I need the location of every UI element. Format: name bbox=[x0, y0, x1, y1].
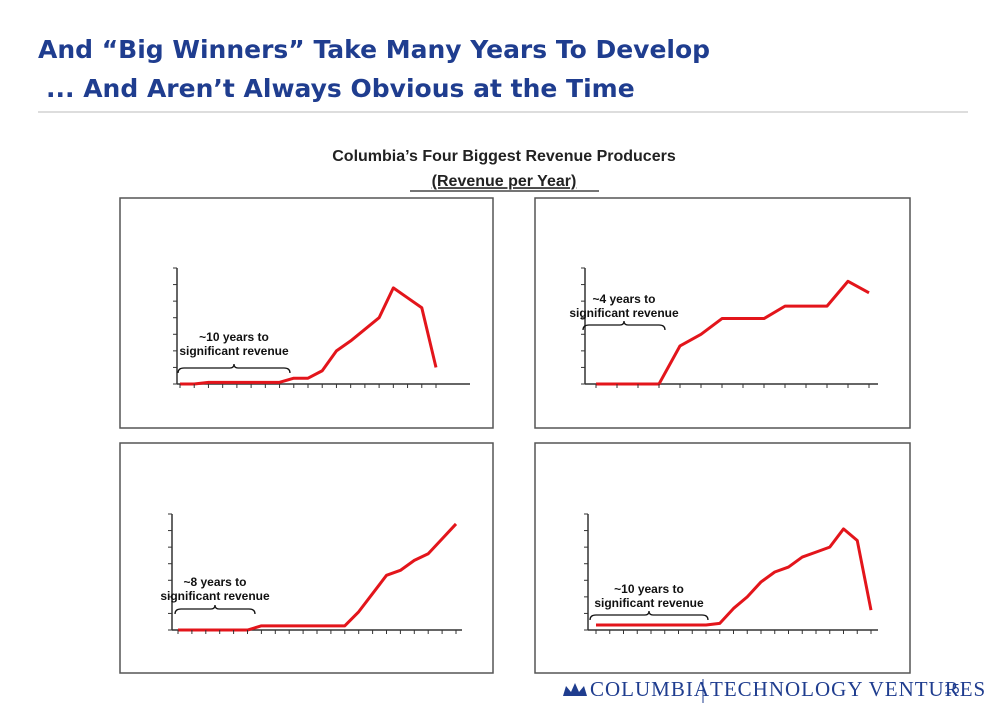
title-line: ... And Aren’t Always Obvious at the Tim… bbox=[46, 74, 635, 103]
annotation: significant revenue bbox=[569, 306, 679, 320]
revenue-line bbox=[180, 286, 438, 386]
crown-icon bbox=[563, 683, 587, 696]
chart-frame bbox=[534, 197, 911, 429]
subtitle: (Revenue per Year) bbox=[432, 173, 577, 190]
logo: Columbia Technology Ventures bbox=[563, 677, 986, 703]
revenue-line bbox=[596, 279, 870, 386]
brace bbox=[589, 610, 709, 621]
annotation: ~8 years to bbox=[183, 575, 246, 589]
title-line: And “Big Winners” Take Many Years To Dev… bbox=[38, 35, 710, 64]
brace bbox=[177, 363, 291, 374]
brand: Columbia bbox=[590, 677, 710, 701]
brace bbox=[582, 320, 666, 331]
revenue-line bbox=[178, 522, 458, 632]
chart-frame bbox=[119, 442, 494, 674]
annotation: ~4 years to bbox=[592, 292, 655, 306]
subtitle: Columbia’s Four Biggest Revenue Producer… bbox=[332, 148, 676, 165]
annotation: ~10 years to bbox=[614, 582, 684, 596]
brand-unit: Technology Ventures bbox=[710, 677, 986, 701]
brace bbox=[174, 604, 256, 615]
annotation: significant revenue bbox=[179, 344, 289, 358]
annotation: significant revenue bbox=[594, 596, 704, 610]
annotation: ~10 years to bbox=[199, 330, 269, 344]
page-number: 15 bbox=[944, 681, 960, 697]
chart-frame bbox=[119, 197, 494, 429]
annotation: significant revenue bbox=[160, 589, 270, 603]
revenue-line bbox=[596, 527, 873, 627]
chart-frame bbox=[534, 442, 911, 674]
